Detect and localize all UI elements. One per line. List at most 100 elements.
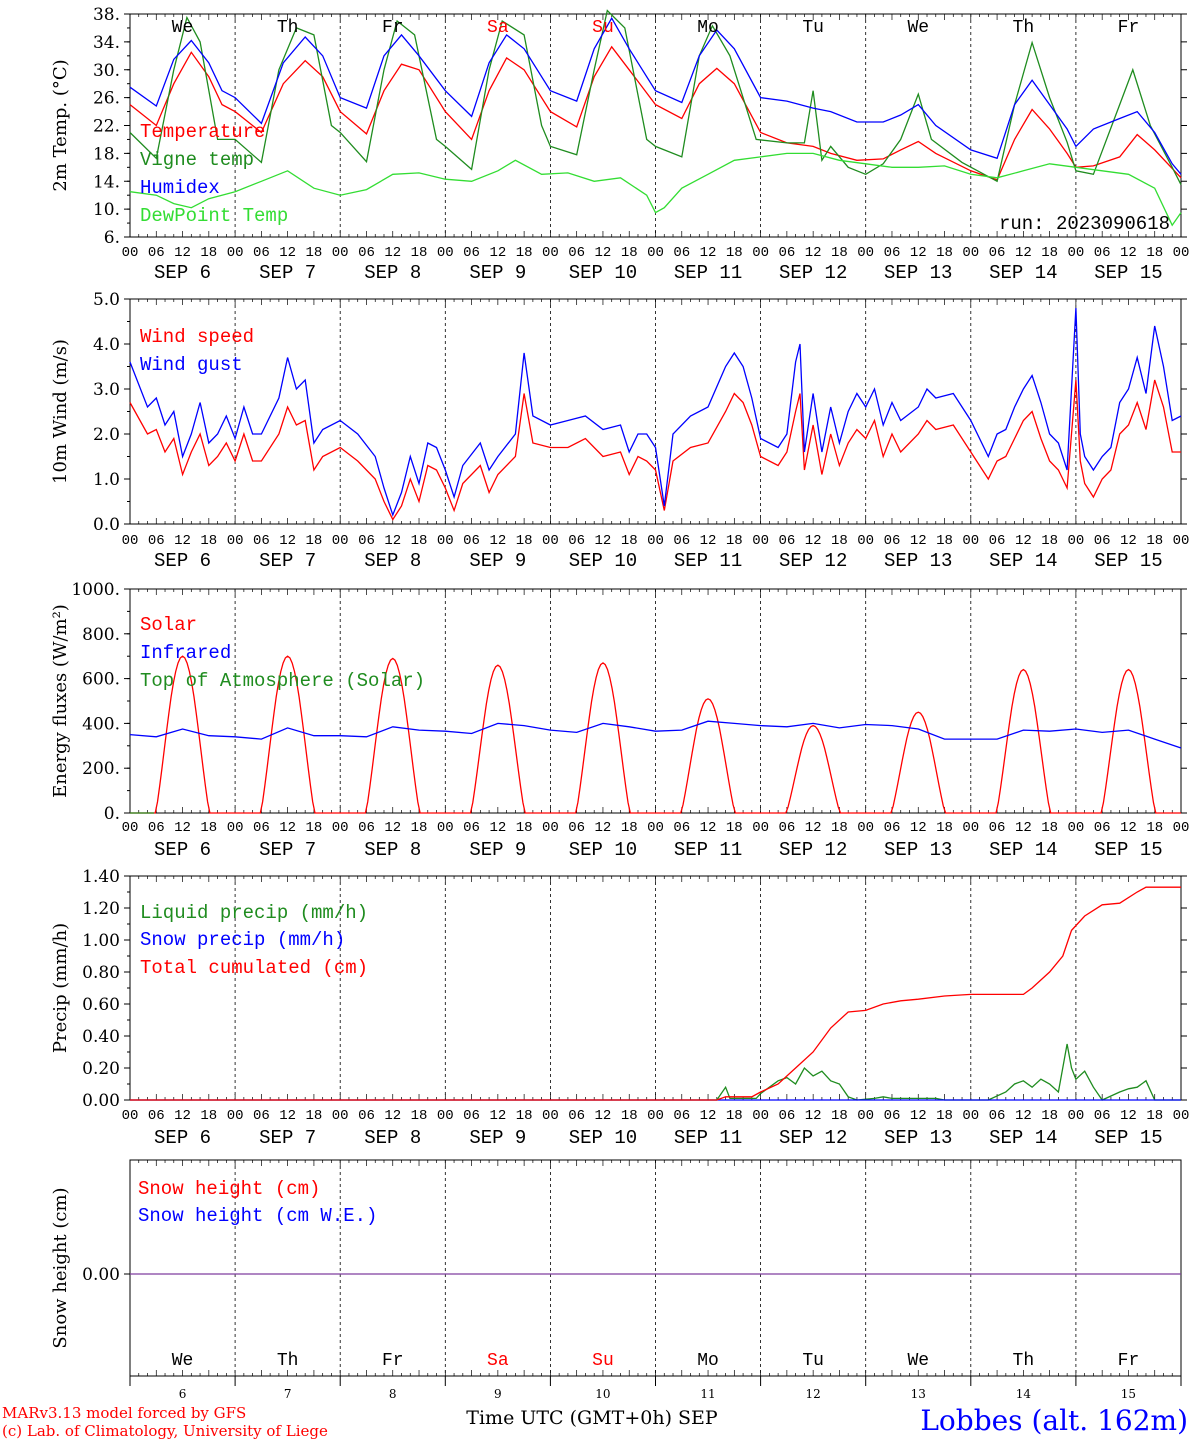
y-tick-label: 1.20 bbox=[82, 899, 120, 919]
series-line bbox=[129, 152, 1182, 227]
date-label: SEP 15 bbox=[1094, 1127, 1162, 1149]
weekday-label: Fr bbox=[382, 18, 404, 38]
hour-tick-label: 06 bbox=[463, 533, 480, 549]
hour-tick-label: 12 bbox=[174, 820, 191, 836]
series-line bbox=[129, 379, 1181, 521]
hour-tick-label: 06 bbox=[253, 820, 270, 836]
hour-tick-label: 12 bbox=[595, 245, 612, 261]
hour-tick-label: 18 bbox=[1146, 1108, 1163, 1124]
weekday-label: Mo bbox=[697, 1351, 719, 1371]
y-tick-label: 0.60 bbox=[82, 995, 120, 1015]
hour-tick-label: 06 bbox=[568, 1108, 585, 1124]
y-axis-label: 2m Temp. (°C) bbox=[50, 59, 71, 191]
date-label: SEP 10 bbox=[569, 1127, 637, 1149]
x-axis-label: Time UTC (GMT+0h) SEP bbox=[466, 1407, 718, 1429]
hour-tick-label: 00 bbox=[437, 1108, 454, 1124]
hour-tick-label: 06 bbox=[358, 533, 375, 549]
hour-tick-label: 00 bbox=[1067, 245, 1084, 261]
hour-tick-label: 18 bbox=[516, 533, 533, 549]
weekday-label: Fr bbox=[1118, 1351, 1140, 1371]
hour-tick-label: 00 bbox=[1173, 820, 1190, 836]
y-tick-label: 38. bbox=[93, 5, 120, 25]
hour-tick-label: 06 bbox=[673, 1108, 690, 1124]
hour-tick-label: 18 bbox=[516, 245, 533, 261]
hour-tick-label: 18 bbox=[411, 820, 428, 836]
date-label: SEP 13 bbox=[884, 550, 952, 572]
date-label: SEP 6 bbox=[154, 1127, 211, 1149]
y-tick-label: 3.0 bbox=[93, 380, 120, 400]
plot-frame bbox=[129, 298, 1182, 525]
hour-tick-label: 12 bbox=[1015, 245, 1032, 261]
y-tick-label: 0.20 bbox=[82, 1059, 120, 1079]
hour-tick-label: 06 bbox=[673, 533, 690, 549]
day-number: 8 bbox=[389, 1387, 397, 1401]
hour-tick-label: 18 bbox=[726, 533, 743, 549]
hour-tick-label: 00 bbox=[1067, 1108, 1084, 1124]
legend-entry: Liquid precip (mm/h) bbox=[140, 902, 368, 924]
day-number: 14 bbox=[1016, 1387, 1032, 1401]
y-tick-label: 400. bbox=[82, 714, 120, 734]
hour-tick-label: 06 bbox=[884, 533, 901, 549]
y-tick-label: 30. bbox=[93, 61, 120, 81]
hour-tick-label: 06 bbox=[778, 1108, 795, 1124]
legend-entry: Solar bbox=[140, 614, 197, 636]
panel-4: 0.00 0.20 0.40 0.60 0.80 1.00 1.20 1.40 Precip (… bbox=[50, 867, 1189, 1149]
legend-entry: Infrared bbox=[140, 642, 231, 664]
day-number: 6 bbox=[179, 1387, 187, 1401]
weekday-label: Tu bbox=[802, 18, 824, 38]
legend-entry: Wind speed bbox=[140, 326, 254, 348]
hour-tick-label: 00 bbox=[542, 245, 559, 261]
hour-tick-label: 06 bbox=[884, 820, 901, 836]
hour-tick-label: 18 bbox=[306, 1108, 323, 1124]
date-label: SEP 15 bbox=[1094, 839, 1162, 861]
y-tick-label: 1000. bbox=[71, 580, 120, 600]
hour-tick-label: 18 bbox=[1146, 820, 1163, 836]
hour-tick-label: 06 bbox=[1094, 1108, 1111, 1124]
date-label: SEP 12 bbox=[779, 262, 847, 284]
hour-tick-label: 00 bbox=[227, 533, 244, 549]
series-line bbox=[129, 16, 1182, 175]
weekday-label: Sa bbox=[487, 18, 509, 38]
hour-tick-label: 00 bbox=[227, 820, 244, 836]
hour-tick-label: 06 bbox=[148, 1108, 165, 1124]
day-number: 7 bbox=[284, 1387, 292, 1401]
hour-tick-label: 06 bbox=[884, 1108, 901, 1124]
y-tick-label: 34. bbox=[93, 33, 120, 53]
date-label: SEP 15 bbox=[1094, 550, 1162, 572]
date-label: SEP 10 bbox=[569, 839, 637, 861]
hour-tick-label: 00 bbox=[542, 1108, 559, 1124]
y-tick-label: 800. bbox=[82, 625, 120, 645]
hour-tick-label: 18 bbox=[200, 245, 217, 261]
hour-tick-label: 00 bbox=[332, 245, 349, 261]
day-number: 12 bbox=[806, 1387, 821, 1401]
series-line bbox=[129, 45, 1182, 181]
hour-tick-label: 06 bbox=[778, 820, 795, 836]
date-label: SEP 9 bbox=[469, 839, 526, 861]
hour-tick-label: 18 bbox=[621, 533, 638, 549]
hour-tick-label: 00 bbox=[332, 820, 349, 836]
hour-tick-label: 12 bbox=[700, 245, 717, 261]
hour-tick-label: 00 bbox=[962, 245, 979, 261]
hour-tick-label: 18 bbox=[621, 245, 638, 261]
y-tick-label: 26. bbox=[93, 89, 120, 109]
y-tick-label: 18. bbox=[93, 144, 120, 164]
y-tick-label: 0.40 bbox=[82, 1027, 120, 1047]
hour-tick-label: 00 bbox=[437, 245, 454, 261]
y-axis-label: 10m Wind (m/s) bbox=[50, 339, 71, 484]
weekday-label: Th bbox=[277, 18, 299, 38]
hour-tick-label: 12 bbox=[910, 533, 927, 549]
hour-tick-label: 06 bbox=[253, 245, 270, 261]
hour-tick-label: 06 bbox=[989, 245, 1006, 261]
date-label: SEP 9 bbox=[469, 1127, 526, 1149]
hour-tick-label: 12 bbox=[489, 820, 506, 836]
series-line bbox=[130, 886, 1181, 1101]
hour-tick-label: 12 bbox=[279, 533, 296, 549]
hour-tick-label: 00 bbox=[122, 1108, 139, 1124]
hour-tick-label: 12 bbox=[910, 820, 927, 836]
hour-tick-label: 00 bbox=[647, 820, 664, 836]
panel-1: 6. 10. 14. 18. 22. 26. 30. 34. 38. 2m Temp. (°C) T… bbox=[50, 5, 1189, 284]
hour-tick-label: 12 bbox=[700, 1108, 717, 1124]
hour-tick-label: 12 bbox=[384, 533, 401, 549]
legend-entry: Total cumulated (cm) bbox=[140, 957, 368, 979]
hour-tick-label: 00 bbox=[1067, 533, 1084, 549]
